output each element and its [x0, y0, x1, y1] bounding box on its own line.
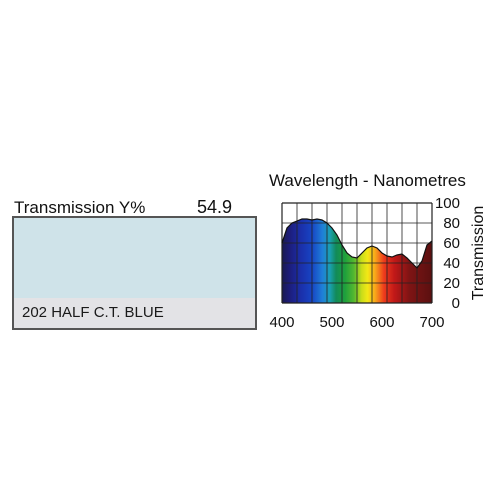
x-tick-label: 500	[319, 314, 344, 331]
transmission-label: Transmission Y%	[14, 198, 146, 217]
x-tick-label: 600	[369, 314, 394, 331]
chart-title: Wavelength - Nanometres	[269, 171, 466, 190]
filter-swatch-panel: 202 HALF C.T. BLUE	[12, 216, 257, 330]
y-tick-label: 0	[452, 295, 460, 312]
y-tick-label: 60	[443, 235, 460, 252]
x-tick-label: 700	[419, 314, 444, 331]
transmission-line	[281, 218, 433, 269]
filter-name: 202 HALF C.T. BLUE	[22, 304, 164, 321]
x-tick-label: 400	[269, 314, 294, 331]
y-tick-label: 100	[435, 195, 460, 212]
y-tick-label: 20	[443, 275, 460, 292]
filter-name-band: 202 HALF C.T. BLUE	[14, 298, 255, 328]
y-axis-label: Transmission	[470, 206, 487, 301]
y-tick-label: 80	[443, 215, 460, 232]
filter-color-swatch	[14, 218, 255, 300]
transmission-value: 54.9	[197, 197, 233, 217]
y-tick-label: 40	[443, 255, 460, 272]
